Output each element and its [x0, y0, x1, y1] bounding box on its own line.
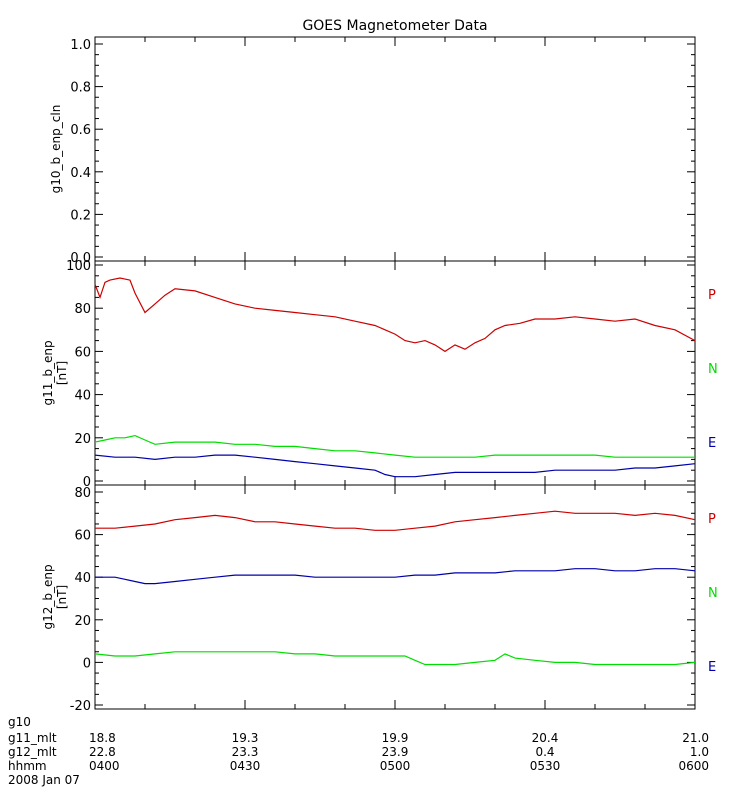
y-tick-label: 60	[74, 345, 91, 360]
legend-n: N	[708, 362, 718, 377]
footer-g12-mlt-value: 23.3	[232, 745, 259, 759]
y-tick-label: 0.2	[70, 208, 91, 223]
series-line-n	[94, 434, 695, 458]
footer-g11-mlt-value: 19.9	[382, 731, 409, 745]
y-axis-unit: [nT]	[55, 585, 69, 609]
panel-1: 0 20 40 60 80 100 g11_b_enp [nT] P N E	[41, 259, 718, 490]
series-line-n	[94, 651, 696, 666]
series-line-e	[95, 568, 696, 585]
series-line-p	[94, 277, 696, 353]
footer-row-label: g10	[8, 715, 31, 729]
footer-row-label: g11_mlt	[8, 731, 57, 745]
legend-n: N	[708, 586, 718, 601]
y-tick-label: 0	[83, 656, 91, 671]
panel-0: 0.0 0.2 0.4 0.6 0.8 1.0 g10_b_enp_cln	[49, 36, 696, 266]
y-tick-label: 40	[74, 389, 91, 404]
y-tick-label: 0.0	[70, 251, 91, 266]
y-axis-label: g11_b_enp	[41, 340, 55, 405]
y-axis-label: g12_b_enp	[41, 564, 55, 629]
y-tick-label: 1.0	[70, 38, 91, 53]
footer-g12-mlt-value: 0.4	[535, 745, 554, 759]
footer-hhmm-value: 0500	[380, 759, 411, 773]
panel-frame	[94, 36, 696, 262]
footer-hhmm-value: 0400	[89, 759, 120, 773]
legend-e: E	[708, 436, 716, 451]
footer-hhmm-value: 0530	[530, 759, 561, 773]
legend-p: P	[708, 288, 716, 303]
y-tick-label: 80	[74, 302, 91, 317]
footer-g12-mlt-value: 1.0	[690, 745, 709, 759]
panel-frame	[94, 260, 696, 486]
y-tick-label: 40	[74, 571, 91, 586]
footer-hhmm-value: 0600	[678, 759, 709, 773]
footer-g12-mlt-value: 23.9	[382, 745, 409, 759]
footer-g11-mlt-value: 21.0	[682, 731, 709, 745]
legend-p: P	[708, 512, 716, 527]
y-tick-label: 0.4	[70, 166, 91, 181]
y-tick-label: -20	[70, 699, 91, 714]
footer-date: 2008 Jan 07	[8, 773, 80, 787]
y-axis-unit: [nT]	[55, 361, 69, 385]
series-line-e	[94, 454, 696, 478]
y-tick-label: 60	[74, 529, 91, 544]
footer-g11-mlt-value: 18.8	[89, 731, 116, 745]
panels: 0.0 0.2 0.4 0.6 0.8 1.0 g10_b_enp_cln 0 20 40 60 80…	[41, 36, 718, 714]
footer-hhmm-value: 0430	[230, 759, 261, 773]
y-tick-label: 0.6	[70, 123, 91, 138]
y-axis-label: g10_b_enp_cln	[49, 105, 63, 194]
y-tick-label: 100	[66, 259, 91, 274]
y-tick-label: 0.8	[70, 81, 91, 96]
footer-g11-mlt-value: 20.4	[532, 731, 559, 745]
chart-title: GOES Magnetometer Data	[302, 18, 487, 34]
y-tick-label: 80	[74, 486, 91, 501]
series-line-p	[95, 510, 696, 531]
footer-g11-mlt-value: 19.3	[232, 731, 259, 745]
y-tick-label: 0	[83, 475, 91, 490]
footer-row-label: hhmm	[8, 759, 47, 773]
legend-e: E	[708, 660, 716, 675]
y-tick-label: 20	[74, 614, 91, 629]
footer-g12-mlt-value: 22.8	[89, 745, 116, 759]
panel-2: -20 0 20 40 60 80 g12_b_enp [nT] P N E	[41, 484, 718, 714]
y-tick-label: 20	[74, 432, 91, 447]
footer-row-label: g12_mlt	[8, 745, 57, 759]
